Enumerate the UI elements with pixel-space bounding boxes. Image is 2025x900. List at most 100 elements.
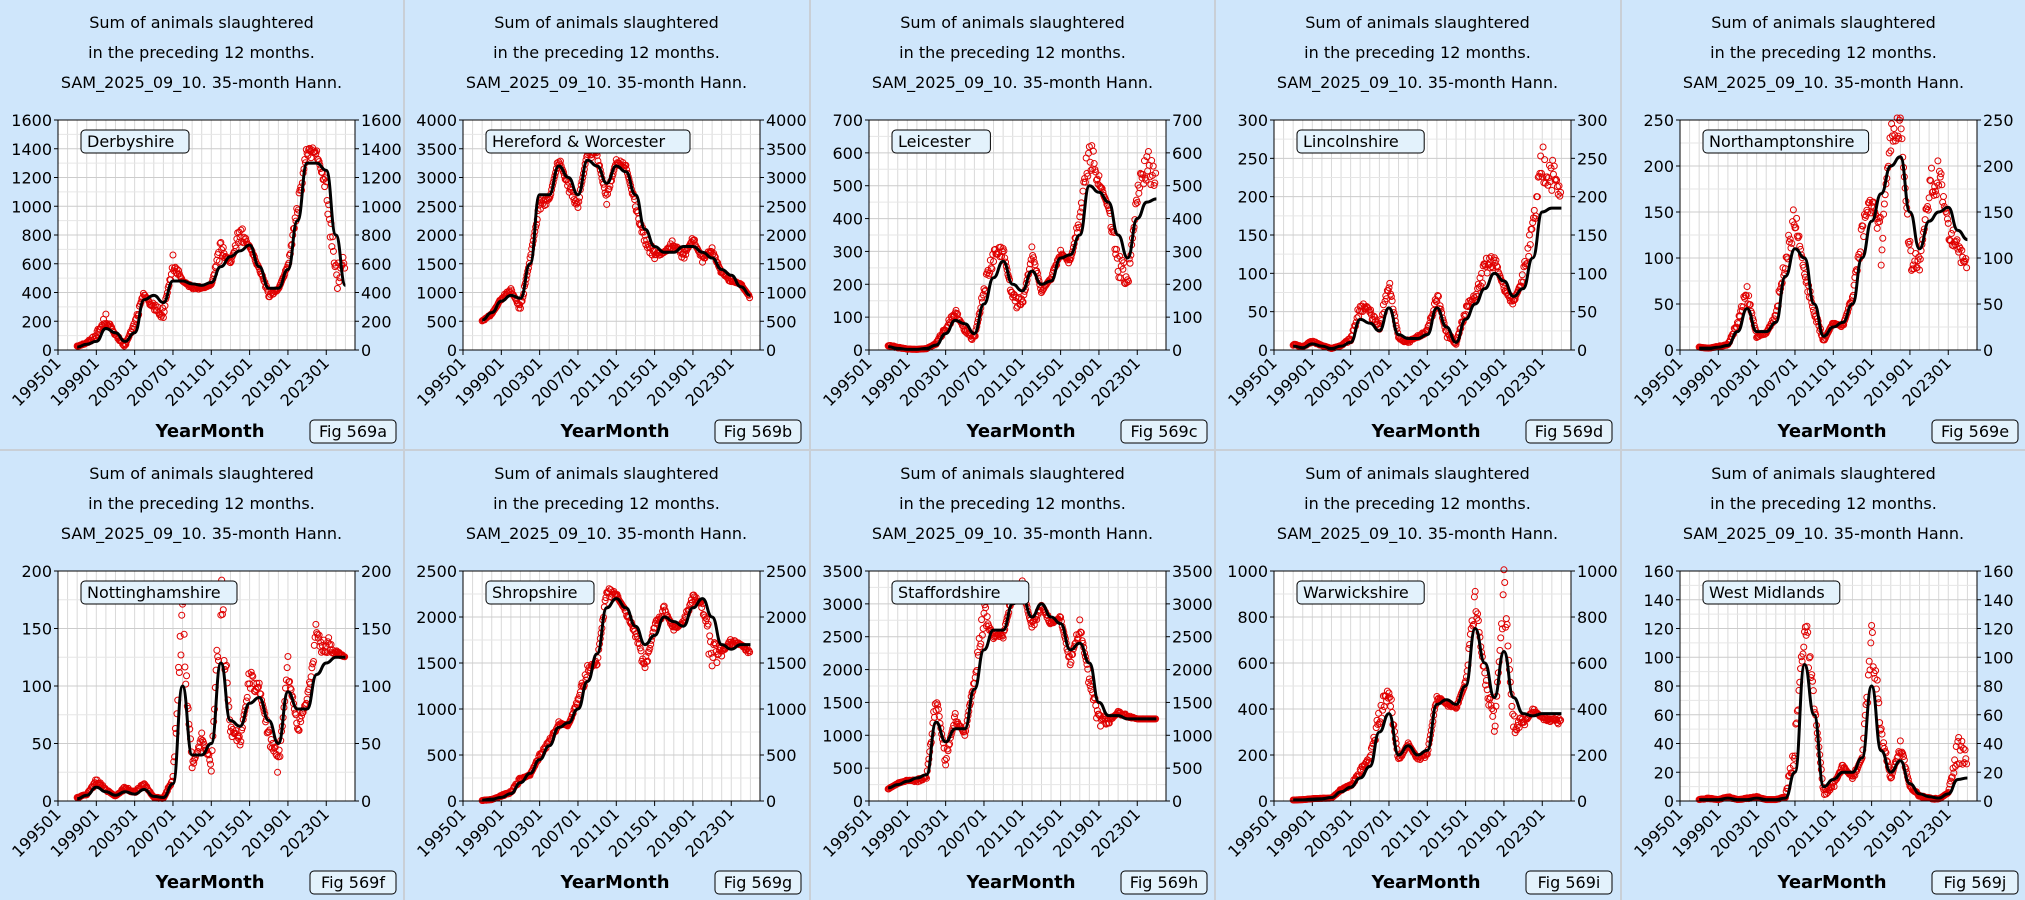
data-point — [1742, 292, 1750, 300]
data-point — [950, 713, 958, 721]
data-point — [325, 634, 333, 642]
data-point — [1962, 760, 1970, 768]
y-tick-label-left: 500 — [832, 759, 863, 778]
data-point — [1937, 181, 1945, 189]
data-point — [1068, 650, 1076, 658]
y-tick-label-right: 1000 — [361, 197, 402, 216]
data-point — [1897, 125, 1905, 133]
data-point — [646, 644, 654, 652]
data-point — [1905, 240, 1913, 248]
y-tick-label-right: 2500 — [1172, 628, 1213, 647]
y-tick-label-left: 200 — [1238, 746, 1269, 765]
y-tick-label-left: 100 — [1238, 264, 1269, 283]
y-tick-label-left: 400 — [21, 284, 52, 303]
data-point — [1384, 287, 1392, 295]
trend-line — [1293, 626, 1562, 802]
data-point — [1886, 774, 1894, 782]
data-point — [1086, 158, 1094, 166]
data-point — [1521, 721, 1529, 729]
figure-tag-text: Fig 569e — [1941, 422, 2009, 441]
region-label-box — [891, 580, 1030, 605]
data-point — [712, 640, 720, 648]
data-point — [544, 196, 552, 204]
data-point — [941, 756, 949, 764]
data-point — [326, 233, 334, 241]
data-point — [1092, 702, 1100, 710]
data-point — [1915, 266, 1923, 274]
data-point — [1371, 313, 1379, 321]
y-tick-label-right: 0 — [1577, 341, 1587, 360]
chart-panel: Sum of animals slaughtered in the precedi… — [1216, 0, 1620, 449]
figure-tag: Fig 569f — [309, 870, 397, 895]
data-point — [1898, 750, 1906, 758]
figure-tag: Fig 569e — [1931, 419, 2019, 444]
data-point — [169, 251, 177, 259]
y-tick-label-left: 400 — [832, 210, 863, 229]
region-label: Warwickshire — [1296, 580, 1425, 605]
data-point — [1932, 191, 1940, 199]
chart-title-line: in the preceding 12 months. — [1304, 43, 1531, 62]
data-point — [1151, 169, 1159, 177]
data-point — [1076, 616, 1084, 624]
data-point — [1518, 271, 1526, 279]
region-label-text: Nottinghamshire — [87, 583, 221, 602]
data-point — [508, 287, 516, 295]
y-tick-label-left: 0 — [1258, 341, 1268, 360]
data-point — [572, 197, 580, 205]
data-point — [1890, 125, 1898, 133]
data-point — [284, 653, 292, 661]
data-point — [1139, 170, 1147, 178]
data-point — [1538, 169, 1546, 177]
data-point — [276, 753, 284, 761]
chart-svg: Sum of animals slaughtered in the precedi… — [1630, 13, 2019, 444]
y-tick-label-left: 20 — [1653, 763, 1673, 782]
data-point — [930, 713, 938, 721]
y-tick-label-left: 4000 — [417, 111, 458, 130]
data-point — [951, 709, 959, 717]
chart-svg: Sum of animals slaughtered in the precedi… — [414, 13, 807, 444]
y-tick-label-left: 600 — [21, 255, 52, 274]
data-point — [1962, 264, 1970, 272]
y-tick-label-right: 1000 — [1577, 562, 1618, 581]
data-point — [1550, 162, 1558, 170]
data-point — [1544, 181, 1552, 189]
data-point — [713, 659, 721, 667]
region-label: Lincolnshire — [1296, 129, 1425, 154]
data-point — [181, 663, 189, 671]
data-point — [1739, 303, 1747, 311]
data-point — [1934, 181, 1942, 189]
data-point — [1787, 239, 1795, 247]
data-point — [662, 608, 670, 616]
y-tick-label-right: 150 — [1983, 203, 2014, 222]
y-tick-label-right: 1000 — [766, 700, 807, 719]
data-point — [1119, 265, 1127, 273]
data-point — [1939, 193, 1947, 201]
y-tick-label-right: 500 — [766, 312, 797, 331]
data-point — [640, 659, 648, 667]
data-point — [1067, 658, 1075, 666]
y-tick-label-left: 800 — [1238, 608, 1269, 627]
data-point — [1492, 702, 1500, 710]
data-point — [313, 147, 321, 155]
chart-svg: Sum of animals slaughtered in the precedi… — [414, 464, 807, 895]
data-point — [229, 725, 237, 733]
trend-line — [1293, 206, 1562, 350]
data-point — [557, 157, 565, 165]
chart-title-line: Sum of animals slaughtered — [900, 13, 1125, 32]
data-point — [933, 701, 941, 709]
figure-tag-text: Fig 569f — [321, 873, 385, 892]
y-tick-label-right: 40 — [1983, 735, 2003, 754]
y-tick-label-right: 200 — [1983, 157, 2014, 176]
figure-tag-box — [1525, 419, 1613, 444]
data-point — [1028, 243, 1036, 251]
data-point — [1786, 235, 1794, 243]
trend-line — [887, 184, 1157, 351]
data-point — [316, 161, 324, 169]
data-point — [1491, 722, 1499, 730]
data-point — [1792, 214, 1800, 222]
y-tick-label-left: 400 — [1238, 700, 1269, 719]
data-point — [333, 284, 341, 292]
data-point — [1856, 248, 1864, 256]
data-point — [941, 761, 949, 769]
data-point — [1878, 246, 1886, 254]
